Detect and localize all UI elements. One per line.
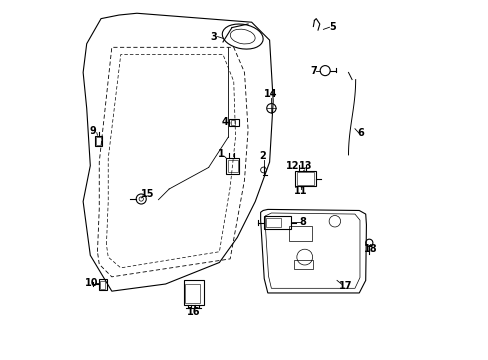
Text: 7: 7 <box>310 66 316 76</box>
Text: 16: 16 <box>187 307 200 317</box>
Text: 17: 17 <box>338 281 352 291</box>
Text: 2: 2 <box>259 151 265 161</box>
Text: 1: 1 <box>217 149 224 159</box>
Text: 10: 10 <box>85 278 98 288</box>
Text: 18: 18 <box>363 244 377 254</box>
Text: 8: 8 <box>299 217 305 227</box>
Text: 14: 14 <box>263 89 277 99</box>
Text: 5: 5 <box>328 22 335 32</box>
Text: 9: 9 <box>90 126 96 135</box>
Text: 13: 13 <box>298 161 311 171</box>
Text: 15: 15 <box>141 189 154 199</box>
Text: 12: 12 <box>285 161 299 171</box>
Text: 11: 11 <box>293 186 307 197</box>
Text: 4: 4 <box>222 117 228 127</box>
Text: 6: 6 <box>357 129 364 138</box>
Text: 3: 3 <box>210 32 217 41</box>
